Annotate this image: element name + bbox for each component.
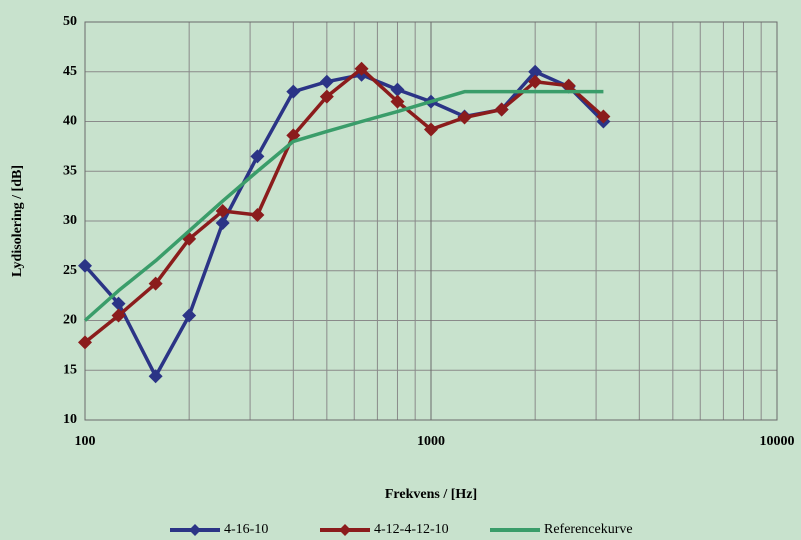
y-tick-label: 25 <box>63 263 77 278</box>
x-tick-label: 1000 <box>417 434 445 449</box>
data-point <box>148 276 163 291</box>
data-point <box>182 308 197 323</box>
legend-label: Referencekurve <box>544 522 633 537</box>
data-point <box>494 102 509 117</box>
y-tick-label: 30 <box>63 213 77 228</box>
y-tick-label: 50 <box>63 14 77 29</box>
data-point <box>111 296 126 311</box>
data-point <box>319 89 334 104</box>
data-point <box>561 78 576 93</box>
data-point <box>528 74 543 89</box>
data-point <box>390 82 405 97</box>
data-point <box>111 308 126 323</box>
y-tick-label: 20 <box>63 313 77 328</box>
data-point <box>78 258 92 273</box>
legend-marker <box>189 524 201 536</box>
data-point <box>424 122 438 137</box>
x-tick-label: 10000 <box>760 434 795 449</box>
data-point <box>457 110 472 125</box>
data-point <box>215 215 230 230</box>
data-point <box>286 84 301 99</box>
data-point <box>148 369 163 384</box>
plot-frame <box>84 21 778 421</box>
data-point <box>528 64 543 79</box>
legend-label: 4-16-10 <box>224 522 268 537</box>
y-tick-label: 40 <box>63 114 77 129</box>
data-point <box>390 94 405 109</box>
y-tick-label: 45 <box>63 64 77 79</box>
series-line <box>83 67 605 344</box>
data-point <box>354 61 369 76</box>
y-tick-label: 10 <box>63 412 77 427</box>
data-point <box>319 74 334 89</box>
x-axis-label: Frekvens / [Hz] <box>385 487 477 502</box>
data-point <box>215 204 230 219</box>
legend-marker <box>339 524 351 536</box>
data-point <box>596 109 611 124</box>
data-point <box>250 208 265 223</box>
series-line <box>83 89 604 322</box>
y-tick-label: 15 <box>63 362 77 377</box>
y-tick-label: 35 <box>63 163 77 178</box>
data-point <box>250 149 265 164</box>
y-axis-label: Lydisolering / [dB] <box>10 165 25 277</box>
legend-label: 4-12-4-12-10 <box>374 522 449 537</box>
x-tick-label: 100 <box>75 434 96 449</box>
data-point <box>78 335 92 350</box>
